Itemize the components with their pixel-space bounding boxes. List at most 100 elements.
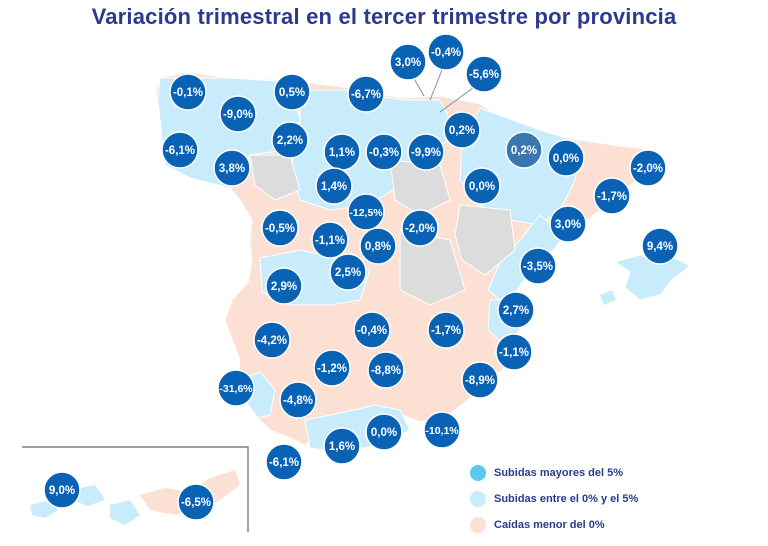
province-value-label: -1,7%: [597, 191, 627, 203]
province-bubble-circle: [461, 361, 499, 399]
province-value-label: -10,1%: [425, 425, 459, 437]
province-bubble-circle: [353, 311, 391, 349]
province-value-label: 2,9%: [271, 281, 297, 293]
province-bubble: 9,0%: [43, 471, 81, 509]
province-bubble-circle: [323, 427, 361, 465]
province-bubble-circle: [495, 333, 533, 371]
region-grey-3: [454, 204, 516, 276]
province-bubble-circle: [463, 167, 501, 205]
province-bubble: 2,2%: [271, 121, 309, 159]
province-value-label: 1,6%: [329, 441, 355, 453]
province-value-label: -4,8%: [283, 395, 313, 407]
province-value-label: 2,5%: [335, 267, 361, 279]
province-bubble-circle: [273, 73, 311, 111]
province-value-label: -6,1%: [165, 145, 195, 157]
province-bubble-circle: [177, 483, 215, 521]
province-value-label: 1,1%: [329, 147, 355, 159]
province-bubble: -4,2%: [253, 321, 291, 359]
province-bubble-circle: [347, 75, 385, 113]
province-bubble-circle: [401, 209, 439, 247]
province-value-label: -2,0%: [633, 163, 663, 175]
province-value-label: -1,1%: [315, 235, 345, 247]
province-bubble: 2,5%: [329, 253, 367, 291]
province-bubble: -12,5%: [347, 193, 385, 231]
province-value-label: -6,5%: [181, 497, 211, 509]
province-bubble-circle: [367, 351, 405, 389]
province-bubble: 0,2%: [505, 131, 543, 169]
province-value-label: -0,4%: [431, 47, 461, 59]
province-bubble: -0,3%: [365, 133, 403, 171]
province-value-label: 0,0%: [553, 153, 579, 165]
province-value-label: 2,2%: [277, 135, 303, 147]
province-bubble: -0,4%: [353, 311, 391, 349]
province-bubble: -3,5%: [519, 247, 557, 285]
province-value-label: -8,8%: [371, 365, 401, 377]
province-bubble: 2,9%: [265, 267, 303, 305]
province-bubble-circle: [253, 321, 291, 359]
province-bubble-circle: [311, 221, 349, 259]
province-value-label: 3,0%: [395, 57, 421, 69]
province-bubble: 0,2%: [443, 111, 481, 149]
province-value-label: -5,6%: [469, 69, 499, 81]
province-bubble: -8,8%: [367, 351, 405, 389]
province-bubble: -9,0%: [219, 95, 257, 133]
province-bubble-circle: [265, 443, 303, 481]
province-bubble-circle: [313, 349, 351, 387]
province-bubble-circle: [549, 205, 587, 243]
canary-islands-center: [110, 500, 140, 525]
province-bubble: -2,0%: [629, 149, 667, 187]
province-bubble-circle: [261, 209, 299, 247]
province-value-label: -1,7%: [431, 325, 461, 337]
province-value-label: 2,7%: [503, 305, 529, 317]
province-bubble-circle: [389, 43, 427, 81]
province-value-label: 0,8%: [365, 241, 391, 253]
province-value-label: -8,9%: [465, 375, 495, 387]
province-bubble: -4,8%: [279, 381, 317, 419]
province-bubble: 0,0%: [365, 413, 403, 451]
province-bubble-circle: [347, 193, 385, 231]
canary-islands-west: [30, 485, 105, 518]
province-value-label: -9,9%: [411, 147, 441, 159]
legend: Subidas mayores del 5% Subidas entre el …: [470, 460, 638, 538]
province-bubble: -6,7%: [347, 75, 385, 113]
canary-inset-frame: [22, 446, 249, 532]
region-grey-4: [399, 229, 466, 306]
province-value-label: -1,1%: [499, 347, 529, 359]
province-bubble-circle: [593, 177, 631, 215]
province-value-label: 0,5%: [279, 87, 305, 99]
province-bubble: -0,4%: [427, 33, 465, 71]
province-bubble: 3,0%: [389, 43, 427, 81]
province-value-label: 0,0%: [469, 181, 495, 193]
province-bubble: -6,1%: [265, 443, 303, 481]
province-bubble-circle: [423, 411, 461, 449]
province-bubble-circle: [43, 471, 81, 509]
province-bubble: -1,2%: [313, 349, 351, 387]
province-bubble: -8,9%: [461, 361, 499, 399]
province-bubble: 0,0%: [547, 139, 585, 177]
province-bubble-circle: [497, 291, 535, 329]
province-bubble: -2,0%: [401, 209, 439, 247]
province-value-label: -9,0%: [223, 109, 253, 121]
province-value-label: 3,0%: [555, 219, 581, 231]
province-bubbles: -0,1% 0,5% -6,7% 3,0% -0,4% -5,6% -9,0% -6,1% 2,…: [43, 33, 679, 521]
province-bubble-circle: [505, 131, 543, 169]
legend-item: Subidas entre el 0% y el 5%: [470, 486, 638, 512]
province-value-label: -31,6%: [219, 383, 253, 395]
province-bubble: -1,7%: [427, 311, 465, 349]
balearic-islet: [600, 290, 616, 305]
province-bubble: 3,8%: [213, 149, 251, 187]
province-bubble: -9,9%: [407, 133, 445, 171]
province-value-label: 0,0%: [371, 427, 397, 439]
province-value-label: -3,5%: [523, 261, 553, 273]
province-value-label: -6,1%: [269, 457, 299, 469]
province-bubble-circle: [465, 55, 503, 93]
province-bubble-circle: [641, 227, 679, 265]
province-bubble-circle: [547, 139, 585, 177]
province-value-label: -0,1%: [173, 87, 203, 99]
province-bubble: 0,0%: [463, 167, 501, 205]
province-bubble-circle: [365, 133, 403, 171]
province-bubble-circle: [407, 133, 445, 171]
province-bubble: -6,5%: [177, 483, 215, 521]
province-bubble: 3,0%: [549, 205, 587, 243]
province-bubble: -5,6%: [465, 55, 503, 93]
